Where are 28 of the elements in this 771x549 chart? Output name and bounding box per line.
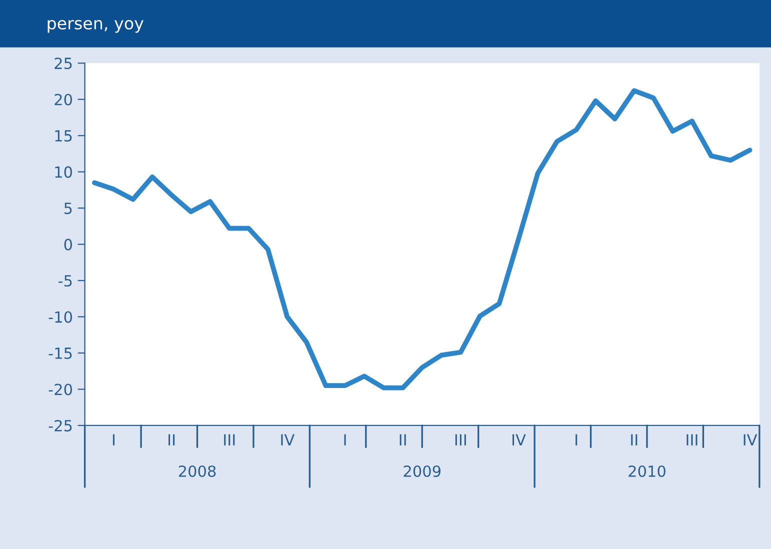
y-tick-label: 25	[54, 58, 72, 70]
y-tick-label: 5	[64, 202, 72, 214]
x-tick-label: IV	[512, 434, 526, 446]
y-tick-label: -10	[48, 311, 72, 323]
x-tick-label: III	[224, 434, 235, 446]
text: 2010	[628, 465, 666, 478]
x-tick-label: IV	[744, 434, 758, 446]
y-tick-label: 0	[64, 238, 72, 250]
y-tick-label: 15	[55, 130, 72, 142]
y-tick-label: -15	[48, 348, 72, 360]
x-tick-label: I	[112, 434, 114, 446]
chart-title: persen, yoy	[48, 20, 144, 33]
x-tick-label: IV	[281, 434, 295, 446]
x-tick-label: I	[344, 434, 346, 446]
x-tick-label: I	[576, 434, 578, 446]
x-tick-label: III	[686, 434, 698, 446]
y-tick-label: 10	[55, 166, 72, 178]
text: 2009	[404, 465, 440, 478]
y-tick-label: -5	[58, 275, 72, 287]
x-tick-label: III	[455, 434, 466, 446]
x-tick-label: II	[631, 434, 638, 446]
y-tick-label: -20	[48, 384, 72, 396]
y-tick-label: 20	[54, 94, 72, 106]
x-tick-label: II	[168, 434, 175, 446]
text: 2008	[178, 465, 216, 478]
x-tick-label: II	[400, 434, 406, 446]
y-tick-label: -25	[48, 420, 72, 432]
line-series	[92, 88, 752, 390]
